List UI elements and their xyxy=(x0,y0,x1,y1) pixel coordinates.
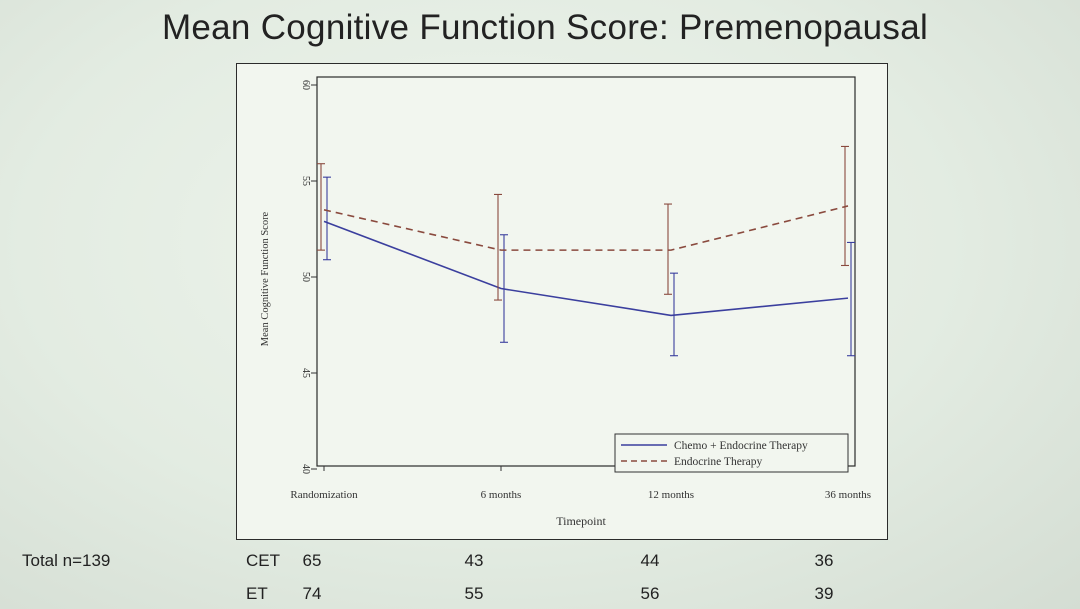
n-row-label: CET xyxy=(246,551,280,570)
n-cell: 39 xyxy=(814,584,834,603)
total-n-label: Total n=139 xyxy=(22,551,111,570)
line-chart: 40 45 50 55 60 Mean Cognitive Function Score R… xyxy=(260,76,871,528)
n-cell: 65 xyxy=(302,551,322,570)
y-tick-label: 50 xyxy=(300,272,311,282)
x-axis-label: Timepoint xyxy=(556,514,606,528)
y-tick-label: 60 xyxy=(300,80,311,90)
y-tick-label: 40 xyxy=(300,464,311,474)
y-axis-label: Mean Cognitive Function Score xyxy=(260,211,271,346)
slide-title: Mean Cognitive Function Score: Premenopa… xyxy=(161,8,929,47)
x-tick-label: 6 months xyxy=(481,489,522,501)
series-line xyxy=(323,205,849,251)
n-cell: 43 xyxy=(464,551,484,570)
n-cell: 74 xyxy=(302,584,322,603)
chart-frame: 40 45 50 55 60 Mean Cognitive Function Score R… xyxy=(236,63,888,540)
y-tick-label: 45 xyxy=(300,368,311,378)
y-tick-label: 55 xyxy=(300,176,311,186)
x-tick-label: 12 months xyxy=(648,489,694,501)
legend-entry: Chemo + Endocrine Therapy xyxy=(674,440,808,452)
legend-entry: Endocrine Therapy xyxy=(674,456,762,468)
x-tick-label: 36 months xyxy=(825,489,871,501)
n-row-label: ET xyxy=(246,584,268,603)
n-cell: 55 xyxy=(464,584,484,603)
plot-area xyxy=(316,76,856,467)
series-line xyxy=(323,220,849,317)
x-tick-label: Randomization xyxy=(290,489,358,501)
n-cell: 44 xyxy=(640,551,660,570)
n-cell: 36 xyxy=(814,551,834,570)
n-cell: 56 xyxy=(640,584,660,603)
legend-box xyxy=(614,433,849,473)
